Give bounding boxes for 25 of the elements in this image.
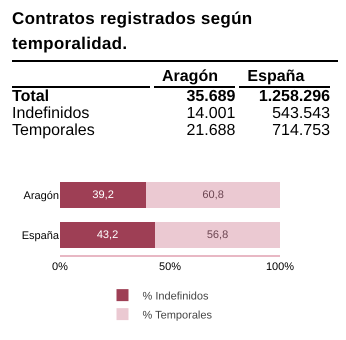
text: 21.688 [186,122,236,139]
category-label: Temporales [12,122,95,139]
text: 14.001 [186,105,236,122]
category-label: Aragón [154,68,236,88]
data-label: 60,8 [202,189,224,201]
text: 35.689 [186,88,236,105]
x-tick-label: 0% [52,261,68,274]
text: 1.258.296 [258,88,330,105]
text: Contratos registrados según temporalidad. [12,6,338,62]
legend-label: % Indefinidos [142,290,210,302]
legend-label: % Temporales [142,309,212,322]
bar [155,222,280,248]
text: 543.543 [272,105,330,122]
bar [146,182,280,208]
text: 714.753 [272,122,330,139]
bar [60,222,156,248]
data-label: 43,2 [96,229,118,241]
data-label: 56,8 [206,229,228,241]
category-label: España [239,68,330,88]
x-tick-label: 100% [266,261,294,274]
category-label: Total [12,88,50,105]
bar [60,182,146,208]
data-label: 39,2 [92,189,114,201]
category-label: Indefinidos [12,105,90,122]
x-tick-label: 50% [158,261,182,274]
